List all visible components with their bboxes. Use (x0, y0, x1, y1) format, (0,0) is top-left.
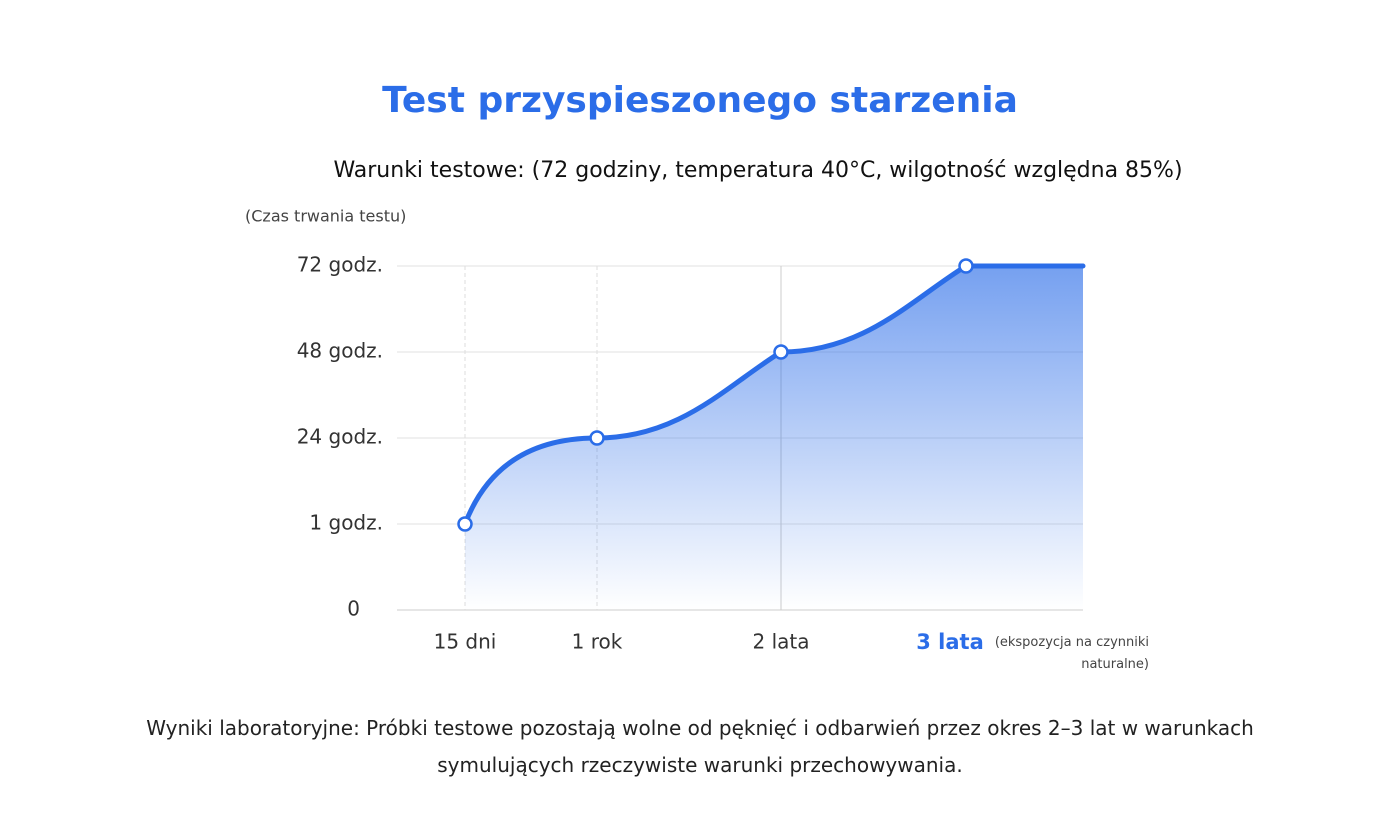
chart-title: Test przyspieszonego starzenia (382, 80, 1018, 121)
x-tick-label: 3 lata (916, 630, 984, 654)
footer-note: Wyniki laboratoryjne: Próbki testowe poz… (146, 716, 1254, 777)
chart-subtitle: Warunki testowe: (72 godziny, temperatur… (333, 158, 1182, 183)
y-tick-label: 0 (347, 597, 360, 621)
area-fill (465, 266, 1083, 610)
x-tick-label: 2 lata (753, 630, 810, 654)
annotation: (ekspozycja na czynniki naturalne) (994, 635, 1149, 672)
annotation-box: (ekspozycja na czynniki naturalne) (994, 635, 1149, 672)
point (773, 344, 789, 360)
y-tick-label: 24 godz. (297, 425, 383, 449)
x-tick-label: 15 dni (434, 630, 497, 654)
point (958, 258, 974, 274)
y-tick-label: 1 godz. (309, 511, 383, 535)
point (457, 516, 473, 532)
line (462, 263, 1086, 527)
y-tick-label: 72 godz. (297, 253, 383, 277)
x-tick-label: 1 rok (572, 630, 623, 654)
y-axis-label: (Czas trwania testu) (245, 207, 406, 226)
point (589, 430, 605, 446)
y-tick-label: 48 godz. (297, 339, 383, 363)
